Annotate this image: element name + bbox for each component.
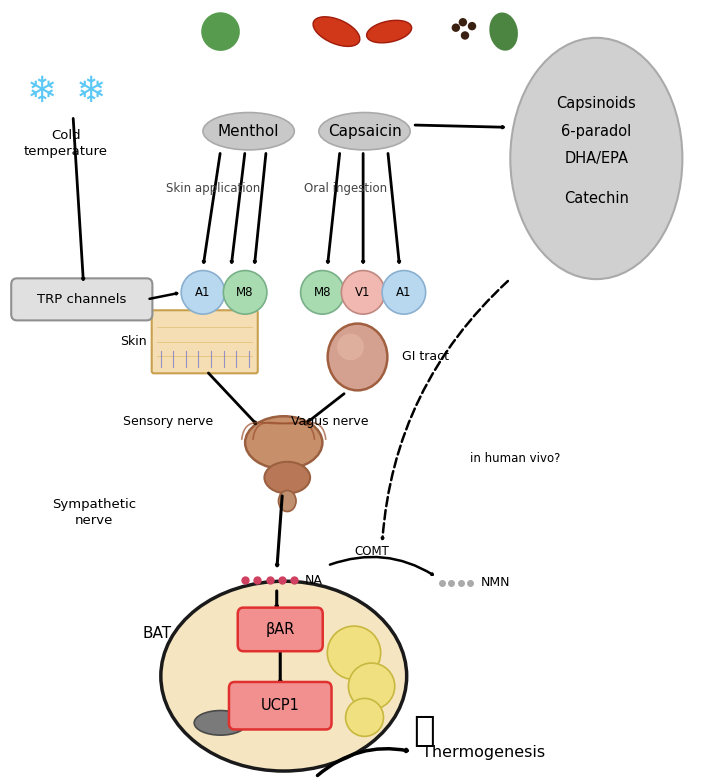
Ellipse shape: [245, 416, 322, 469]
Text: 🔥: 🔥: [413, 713, 435, 748]
Ellipse shape: [265, 462, 310, 493]
Ellipse shape: [468, 22, 476, 31]
FancyBboxPatch shape: [229, 682, 331, 729]
Text: A1: A1: [195, 286, 211, 299]
Ellipse shape: [223, 270, 267, 314]
Text: Cold
temperature: Cold temperature: [24, 129, 108, 158]
Text: BAT: BAT: [143, 626, 172, 641]
Ellipse shape: [181, 270, 224, 314]
Ellipse shape: [452, 24, 460, 32]
Ellipse shape: [203, 113, 295, 150]
Text: Thermogenesis: Thermogenesis: [423, 745, 546, 760]
Text: in human vivo?: in human vivo?: [470, 452, 561, 465]
Ellipse shape: [489, 13, 518, 51]
Ellipse shape: [348, 663, 395, 710]
Text: UCP1: UCP1: [261, 699, 299, 713]
Text: ❄: ❄: [26, 75, 57, 109]
Ellipse shape: [337, 334, 364, 361]
Ellipse shape: [367, 20, 411, 43]
Ellipse shape: [461, 31, 469, 40]
Text: NMN: NMN: [481, 576, 510, 590]
Text: Menthol: Menthol: [218, 124, 280, 139]
Text: ❄: ❄: [76, 75, 105, 109]
Ellipse shape: [194, 710, 247, 735]
FancyBboxPatch shape: [152, 310, 258, 373]
Ellipse shape: [328, 324, 387, 390]
Ellipse shape: [346, 699, 384, 736]
Text: DHA/EPA: DHA/EPA: [564, 151, 628, 166]
Text: Capsaicin: Capsaicin: [328, 124, 401, 139]
Ellipse shape: [319, 113, 410, 150]
FancyBboxPatch shape: [11, 278, 152, 321]
Text: COMT: COMT: [354, 545, 389, 558]
FancyBboxPatch shape: [238, 608, 323, 652]
Text: A1: A1: [396, 286, 411, 299]
Text: Catechin: Catechin: [564, 191, 629, 206]
Text: TRP channels: TRP channels: [37, 293, 127, 306]
Text: M8: M8: [314, 286, 331, 299]
Text: Vagus nerve: Vagus nerve: [291, 415, 368, 428]
Text: Sensory nerve: Sensory nerve: [122, 415, 213, 428]
Text: V1: V1: [355, 286, 371, 299]
Text: Skin application: Skin application: [166, 182, 261, 194]
Ellipse shape: [201, 13, 240, 51]
Text: M8: M8: [236, 286, 254, 299]
Ellipse shape: [278, 491, 296, 511]
Ellipse shape: [459, 18, 467, 27]
Ellipse shape: [510, 38, 683, 279]
Text: Skin: Skin: [120, 336, 147, 348]
Text: Sympathetic
nerve: Sympathetic nerve: [52, 498, 136, 527]
Text: GI tract: GI tract: [402, 350, 450, 364]
Text: βAR: βAR: [266, 622, 295, 637]
Ellipse shape: [341, 270, 385, 314]
Text: 6-paradol: 6-paradol: [561, 124, 632, 139]
Text: Capsinoids: Capsinoids: [556, 96, 636, 111]
Ellipse shape: [161, 581, 406, 771]
Ellipse shape: [327, 626, 381, 680]
Text: Oral ingestion: Oral ingestion: [304, 182, 387, 194]
Ellipse shape: [313, 16, 360, 46]
Ellipse shape: [301, 270, 344, 314]
Ellipse shape: [382, 270, 426, 314]
Text: NA: NA: [305, 574, 323, 587]
